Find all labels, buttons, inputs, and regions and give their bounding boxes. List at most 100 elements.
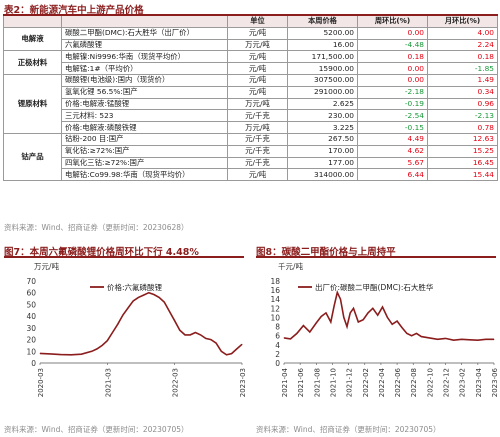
price-cell: 307500.00 xyxy=(287,73,358,87)
y-tick-label: 16 xyxy=(270,286,280,295)
x-tick-label: 2022-10 xyxy=(426,368,434,397)
wow-cell: 4.62 xyxy=(357,144,428,158)
x-tick-label: 2021-03 xyxy=(104,368,112,397)
data-point xyxy=(493,338,495,340)
data-point xyxy=(132,300,134,302)
data-point xyxy=(148,292,150,294)
header-mom: 月环比(%) xyxy=(427,13,498,28)
data-point xyxy=(336,292,338,293)
product-name-cell: 四氧化三钴:≥72%:国产 xyxy=(61,156,228,170)
data-point xyxy=(174,320,176,322)
y-tick-label: 14 xyxy=(270,295,280,304)
table-row: 钴产品 钴粉-200 目:国产 元/千克 267.50 4.49 12.63 xyxy=(3,132,498,182)
header-category xyxy=(3,13,62,28)
data-point xyxy=(303,325,304,326)
data-point xyxy=(91,350,93,352)
data-point xyxy=(401,327,403,328)
mom-cell: 1.49 xyxy=(427,73,498,87)
data-point xyxy=(453,339,454,341)
product-name-cell: 氧化钴:≥72%:国产 xyxy=(61,144,228,158)
price-cell: 3.225 xyxy=(287,121,358,134)
y-tick-label: 20 xyxy=(26,336,36,345)
series-line xyxy=(283,289,494,342)
data-point xyxy=(220,350,222,352)
table-row: 电解锰:1#（平均价） 元/吨 15900.00 0.00 -1.85 xyxy=(4,62,498,75)
price-cell: 15900.00 xyxy=(287,62,358,75)
data-point xyxy=(367,312,369,314)
price-cell: 267.50 xyxy=(287,132,358,146)
y-tick-label: 10 xyxy=(270,313,280,322)
x-tick-label: 2021-06 xyxy=(297,367,305,397)
data-point xyxy=(50,353,51,355)
data-point xyxy=(445,338,446,339)
y-tick-label: 6 xyxy=(275,332,280,341)
data-point xyxy=(158,297,160,298)
chart7-title: 图7：本周六氟磷酸锂价格周环比下行 4.48% xyxy=(4,247,199,258)
data-point xyxy=(391,323,393,325)
wow-cell: 5.67 xyxy=(357,156,428,170)
chart7-svg: 万元/吨 0 10 20 30 40 50 60 70 2020-03 2021-03 2022-03… xyxy=(26,261,247,397)
y-tick-label: 0 xyxy=(275,359,280,368)
product-name-cell: 碳酸二甲酯(DMC):石大胜华（出厂价） xyxy=(61,26,228,40)
wow-cell: -4.48 xyxy=(357,38,428,52)
data-point xyxy=(477,339,479,341)
data-point xyxy=(416,333,417,334)
x-tick-label: 2022-08 xyxy=(410,368,418,397)
mom-cell: 0.18 xyxy=(427,50,498,64)
table-row: 氢氧化锂 56.5%:国产 元/吨 291000.00 -2.18 0.34 xyxy=(4,85,498,99)
x-tick-label: 2021-08 xyxy=(313,368,321,397)
data-point xyxy=(241,343,243,345)
data-point xyxy=(343,317,345,318)
chart7-title-rule xyxy=(4,256,244,258)
data-point xyxy=(333,305,335,307)
data-point xyxy=(330,321,332,323)
price-cell: 171,500.00 xyxy=(287,50,358,64)
data-point xyxy=(372,307,374,309)
unit-cell: 元/千克 xyxy=(227,144,288,158)
data-point xyxy=(485,338,487,340)
x-tick-label: 2020-03 xyxy=(37,368,45,397)
data-point xyxy=(382,306,383,308)
data-point xyxy=(143,294,145,296)
price-cell: 230.00 xyxy=(287,109,358,123)
data-point xyxy=(39,353,41,354)
unit-cell: 元/吨 xyxy=(227,50,288,64)
product-name-cell: 电解钴:Co99.98:华南（现货平均价） xyxy=(61,168,228,182)
price-cell: 170.00 xyxy=(287,144,358,158)
wow-cell: -0.19 xyxy=(357,97,428,111)
x-tick-label: 2022-12 xyxy=(443,368,451,397)
table-row: 价格:电解液:磷酸铁锂 万元/吨 3.225 -0.15 0.78 xyxy=(4,121,498,134)
product-name-cell: 价格:电解液:磷酸铁锂 xyxy=(61,121,228,134)
data-point xyxy=(283,337,285,339)
product-name-cell: 六氟磷酸锂 xyxy=(61,38,228,52)
table-row: 氧化钴:≥72%:国产 元/千克 170.00 4.62 15.25 xyxy=(4,144,498,158)
y-tick-label: 50 xyxy=(26,300,36,309)
unit-cell: 万元/吨 xyxy=(227,97,288,111)
mom-cell: -2.13 xyxy=(427,109,498,123)
x-tick-label: 2022-03 xyxy=(172,368,180,397)
data-point xyxy=(195,332,196,333)
chart8-title: 图8：碳酸二甲酯价格与上周持平 xyxy=(256,247,396,258)
data-point xyxy=(461,338,463,340)
mom-cell: 12.63 xyxy=(427,132,498,146)
table-title: 表2：新能源汽车中上游产品价格 xyxy=(4,5,144,16)
unit-cell: 万元/吨 xyxy=(227,121,288,134)
mom-cell: 0.34 xyxy=(427,85,498,99)
unit-cell: 元/吨 xyxy=(227,85,288,99)
table-body: 电解液 碳酸二甲酯(DMC):石大胜华（出厂价） 元/吨 5200.00 0.00 4.0… xyxy=(3,26,498,182)
header-product xyxy=(61,13,228,28)
mom-cell: 0.78 xyxy=(427,121,498,134)
data-point xyxy=(340,298,341,300)
unit-cell: 元/吨 xyxy=(227,168,288,182)
table-row: 价格:电解液:锰酸锂 万元/吨 2.625 -0.19 0.96 xyxy=(4,97,498,111)
data-point xyxy=(226,354,227,356)
price-cell: 177.00 xyxy=(287,156,358,170)
data-point xyxy=(437,338,438,340)
data-point xyxy=(290,338,291,340)
wow-cell: 6.44 xyxy=(357,168,428,182)
data-point xyxy=(325,312,327,314)
data-point xyxy=(349,312,351,314)
mom-cell: 15.25 xyxy=(427,144,498,158)
wow-cell: 0.18 xyxy=(357,50,428,64)
data-point xyxy=(210,339,212,340)
